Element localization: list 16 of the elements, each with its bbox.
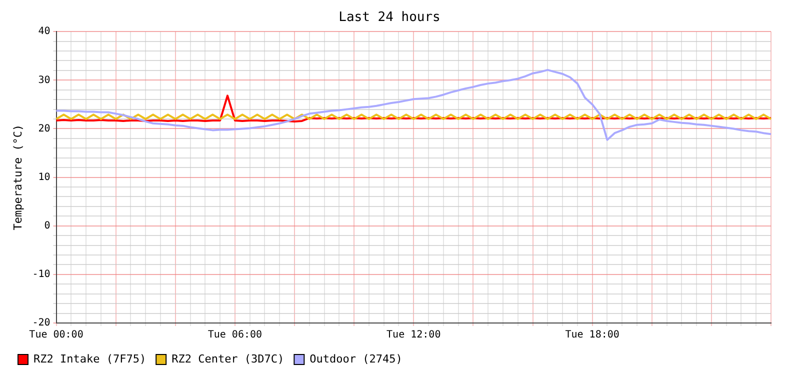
y-axis-title: Temperature (°C): [11, 124, 24, 230]
legend-label: RZ2 Center (3D7C): [172, 352, 284, 366]
legend-label: Outdoor (2745): [310, 352, 402, 366]
y-tick-label: 20: [38, 123, 50, 134]
y-tick-label: 40: [38, 26, 50, 38]
y-tick-label: 10: [38, 172, 50, 183]
y-tick-label: 0: [44, 220, 50, 232]
y-tick-label: -10: [32, 269, 50, 280]
x-tick-label: Tue 06:00: [208, 330, 262, 341]
x-tick-label: Tue 00:00: [29, 330, 84, 341]
chart-title: Last 24 hours: [338, 10, 440, 26]
legend-label: RZ2 Intake (7F75): [34, 352, 146, 366]
y-tick-label: -20: [32, 318, 50, 329]
x-tick-label: Tue 12:00: [386, 330, 441, 341]
x-tick-label: Tue 18:00: [565, 330, 620, 341]
y-tick-label: 30: [38, 74, 50, 86]
